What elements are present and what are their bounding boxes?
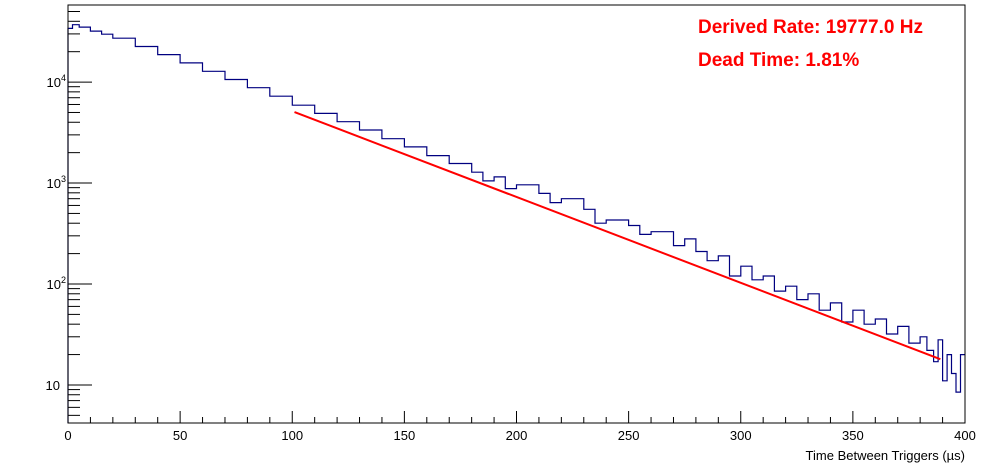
histogram-series [67, 24, 965, 423]
histogram-line [67, 24, 965, 423]
dead-time-annotation: Dead Time: 1.81% [698, 50, 859, 71]
x-tick-label: 400 [954, 428, 976, 443]
x-axis: 0 50 100 150 200 250 300 350 400 [64, 411, 976, 443]
x-axis-title: Time Between Triggers (µs) [806, 448, 965, 463]
x-tick-label: 250 [618, 428, 640, 443]
y-tick-label: 102 [47, 275, 66, 292]
x-tick-label: 300 [730, 428, 752, 443]
x-tick-label: 100 [281, 428, 303, 443]
x-tick-label: 150 [394, 428, 416, 443]
y-axis: 10 102 103 104 [46, 11, 92, 416]
x-tick-label: 350 [842, 428, 864, 443]
fit-line [294, 111, 941, 361]
y-tick-label: 103 [47, 174, 66, 191]
x-tick-label: 0 [64, 428, 71, 443]
y-tick-label: 104 [47, 73, 66, 90]
x-tick-label: 50 [173, 428, 187, 443]
x-tick-label: 200 [506, 428, 528, 443]
y-tick-label: 10 [46, 378, 60, 393]
fit-line-series [294, 111, 941, 361]
derived-rate-annotation: Derived Rate: 19777.0 Hz [698, 17, 923, 38]
